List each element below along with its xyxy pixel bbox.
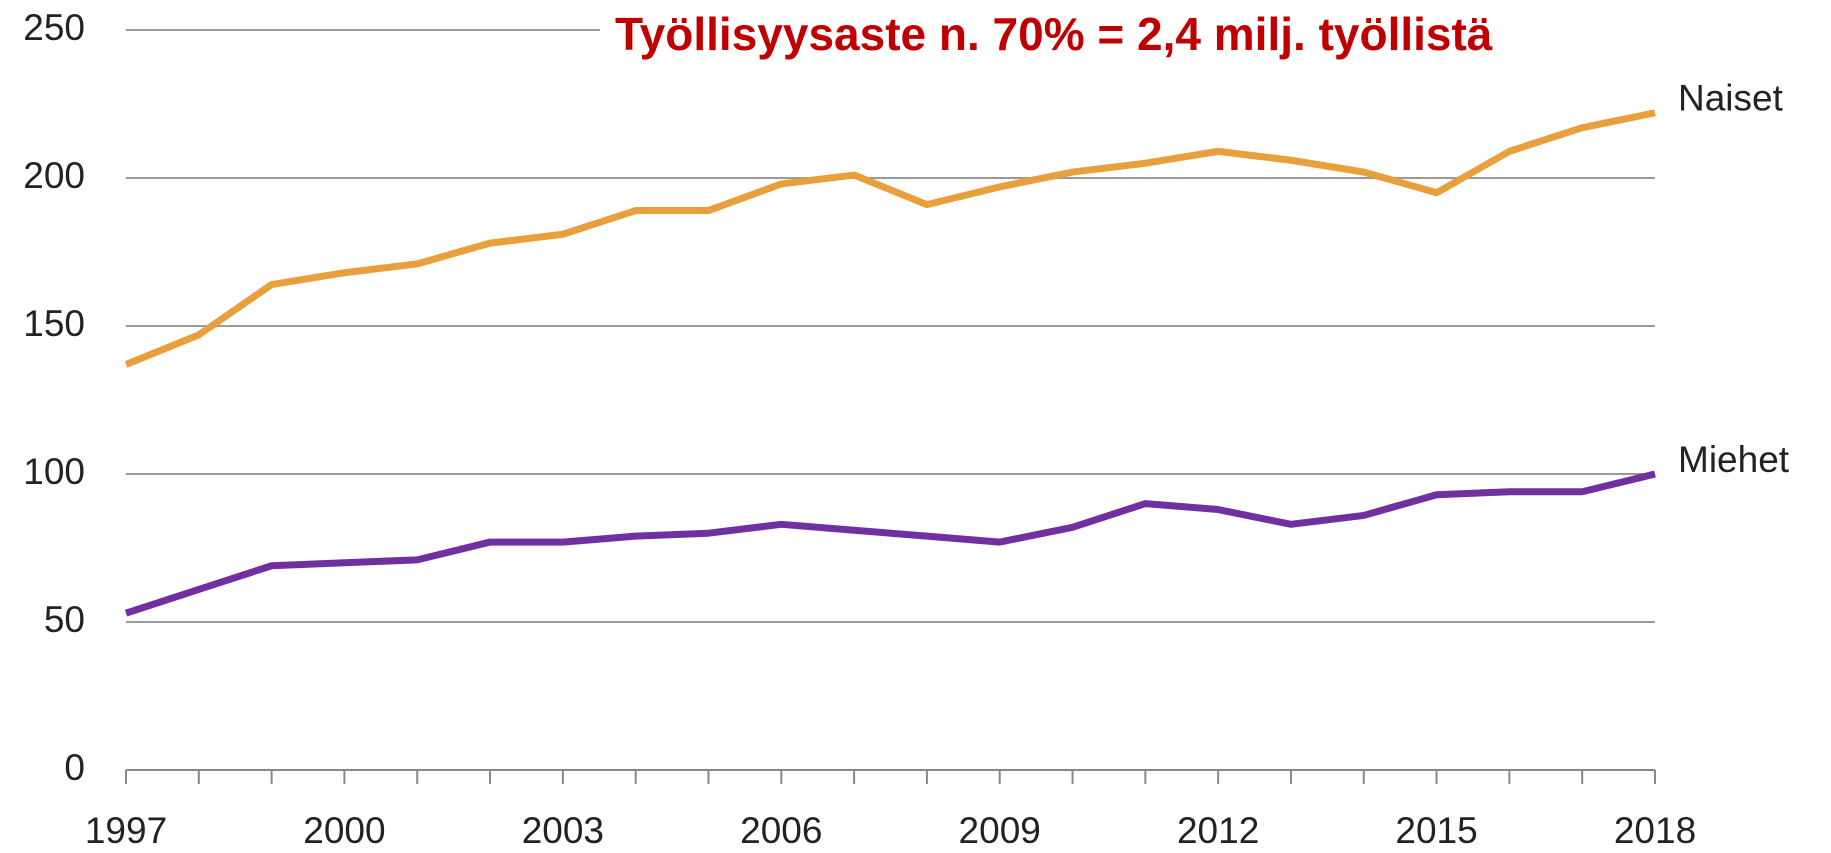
x-tick-label: 2018 [1614,810,1696,851]
series-label: Miehet [1678,439,1790,480]
x-tick-label: 2006 [740,810,822,851]
x-tick-label: 2000 [303,810,385,851]
y-tick-label: 50 [44,599,85,640]
chart-title: Työllisyysaste n. 70% = 2,4 milj. työlli… [615,8,1493,60]
line [124,470,1656,617]
x-tick-label: 2003 [522,810,604,851]
x-tick-label: 2009 [959,810,1041,851]
y-tick-label: 0 [64,747,85,788]
series-label: Naiset [1678,78,1784,119]
line [124,109,1656,368]
y-tick-label: 250 [23,7,85,48]
x-tick-label: 2012 [1177,810,1259,851]
x-tick-label: 1997 [85,810,167,851]
x-tick-label: 2015 [1395,810,1477,851]
y-tick-label: 200 [23,155,85,196]
y-tick-label: 150 [23,303,85,344]
title-background [600,5,1831,67]
y-tick-label: 100 [23,451,85,492]
